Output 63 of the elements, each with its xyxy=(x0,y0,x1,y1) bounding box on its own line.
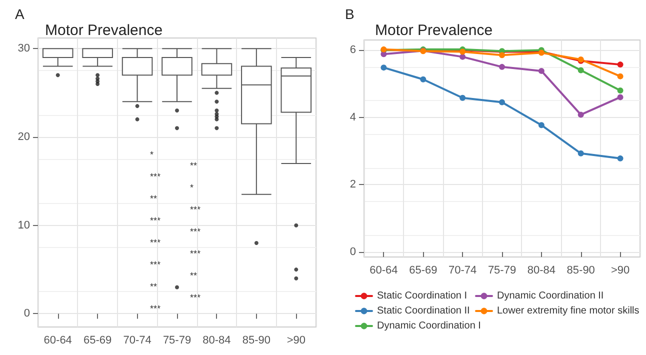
annotation: ** xyxy=(190,270,198,280)
annotation: *** xyxy=(150,260,162,270)
annotation: *** xyxy=(190,292,202,302)
y-tick-label: 6 xyxy=(350,44,356,56)
chart-title: Motor Prevalence xyxy=(375,22,493,39)
annotation: *** xyxy=(150,216,162,226)
point xyxy=(617,62,624,68)
x-tick-label: 70-74 xyxy=(448,264,477,276)
x-tick-label: 65-69 xyxy=(84,334,112,346)
y-tick-label: 2 xyxy=(350,178,356,191)
legend-label: Lower extremity fine motor skills xyxy=(497,306,640,316)
x-tick-label: >90 xyxy=(610,264,630,276)
x-tick-label: 85-90 xyxy=(566,264,595,276)
x-tick-label: 80-84 xyxy=(527,264,556,276)
x-tick-label: 85-90 xyxy=(242,334,270,346)
y-tick-label: 0 xyxy=(24,308,30,320)
x-tick-label: 75-79 xyxy=(162,334,192,346)
legend-label: Dynamic Coordination I xyxy=(377,320,481,332)
point xyxy=(380,64,387,71)
x-tick-label: 65-69 xyxy=(409,264,438,276)
y-tick-label: 10 xyxy=(18,219,30,232)
point xyxy=(578,112,584,118)
point xyxy=(617,94,624,100)
y-tick-label: 30 xyxy=(18,42,30,55)
y-tick-label: 4 xyxy=(350,111,356,124)
point xyxy=(499,52,505,58)
point xyxy=(617,73,624,80)
point xyxy=(617,87,624,94)
annotation: * xyxy=(190,182,194,192)
legend-label: Static Coordination I xyxy=(377,290,468,302)
text: B xyxy=(345,6,354,22)
legend-label: Static Coordination II xyxy=(377,306,470,316)
point xyxy=(460,94,466,101)
legend-label: Dynamic Coordination II xyxy=(497,290,604,302)
x-tick-label: 60-64 xyxy=(44,334,72,346)
annotation: *** xyxy=(150,304,162,314)
point xyxy=(578,67,584,74)
annotation: * xyxy=(150,150,154,160)
annotation: *** xyxy=(190,204,202,214)
annotation: ** xyxy=(190,160,198,170)
x-tick-label: 60-64 xyxy=(370,264,398,276)
annotation: ** xyxy=(150,282,158,292)
chart-title: Motor Prevalence xyxy=(45,22,163,39)
point xyxy=(578,150,584,156)
point xyxy=(538,68,544,74)
point xyxy=(617,155,624,162)
annotation: *** xyxy=(150,172,162,182)
point xyxy=(499,99,505,106)
annotation: *** xyxy=(150,238,162,248)
x-tick-label: 80-84 xyxy=(202,334,231,346)
x-tick-label: >90 xyxy=(286,334,306,346)
annotation: *** xyxy=(190,248,202,258)
point xyxy=(499,64,505,70)
x-tick-label: 75-79 xyxy=(488,264,516,276)
annotation: ** xyxy=(150,194,158,204)
y-tick-label: 20 xyxy=(18,130,30,143)
point xyxy=(460,54,466,60)
point xyxy=(420,76,426,82)
annotation: *** xyxy=(190,226,202,236)
point xyxy=(538,122,544,128)
x-tick-label: 70-74 xyxy=(123,334,152,346)
text: A xyxy=(15,6,25,22)
y-tick-label: 0 xyxy=(350,246,356,258)
